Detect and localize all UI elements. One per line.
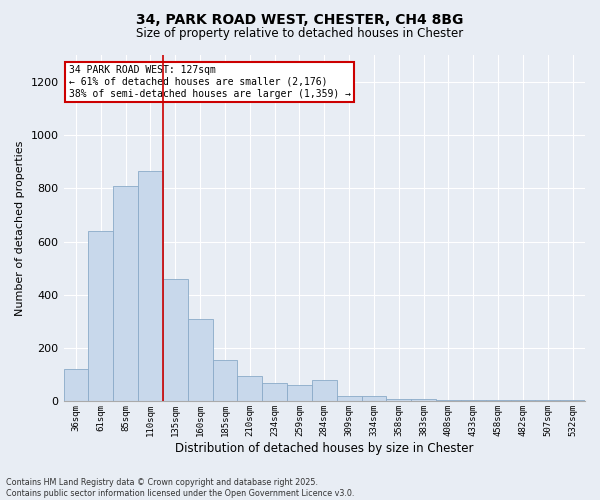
X-axis label: Distribution of detached houses by size in Chester: Distribution of detached houses by size … — [175, 442, 473, 455]
Bar — [436, 400, 461, 402]
Bar — [362, 396, 386, 402]
Bar — [312, 380, 337, 402]
Bar — [411, 400, 436, 402]
Bar — [461, 400, 485, 402]
Bar — [163, 279, 188, 402]
Bar — [64, 370, 88, 402]
Bar — [188, 319, 212, 402]
Bar — [138, 171, 163, 402]
Bar — [560, 400, 585, 402]
Bar — [337, 396, 362, 402]
Bar — [287, 386, 312, 402]
Bar — [113, 186, 138, 402]
Bar — [485, 400, 511, 402]
Text: Contains HM Land Registry data © Crown copyright and database right 2025.
Contai: Contains HM Land Registry data © Crown c… — [6, 478, 355, 498]
Text: 34, PARK ROAD WEST, CHESTER, CH4 8BG: 34, PARK ROAD WEST, CHESTER, CH4 8BG — [136, 12, 464, 26]
Bar — [386, 399, 411, 402]
Bar — [511, 400, 535, 402]
Y-axis label: Number of detached properties: Number of detached properties — [15, 140, 25, 316]
Bar — [535, 400, 560, 402]
Bar — [88, 231, 113, 402]
Text: 34 PARK ROAD WEST: 127sqm
← 61% of detached houses are smaller (2,176)
38% of se: 34 PARK ROAD WEST: 127sqm ← 61% of detac… — [69, 66, 351, 98]
Bar — [212, 360, 238, 402]
Bar — [262, 383, 287, 402]
Text: Size of property relative to detached houses in Chester: Size of property relative to detached ho… — [136, 28, 464, 40]
Bar — [238, 376, 262, 402]
